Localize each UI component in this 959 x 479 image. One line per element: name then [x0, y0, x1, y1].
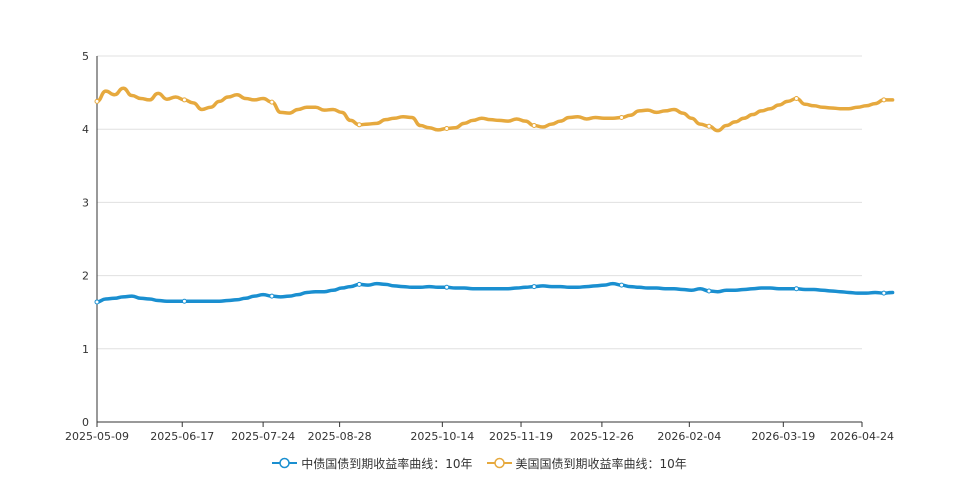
y-tick-labels: 0 1 2 3 4 5	[82, 50, 89, 429]
data-point[interactable]	[356, 122, 362, 128]
series-cn-10y	[94, 281, 895, 305]
data-point[interactable]	[793, 95, 799, 101]
x-tick-label: 2025-06-17	[150, 430, 214, 443]
legend-line-circle-icon	[486, 457, 512, 469]
data-point[interactable]	[881, 97, 887, 103]
data-point[interactable]	[619, 114, 625, 120]
y-tick-label: 2	[82, 270, 89, 283]
y-tick-label: 0	[82, 416, 89, 429]
data-point[interactable]	[94, 98, 100, 104]
data-point[interactable]	[94, 299, 100, 305]
data-point[interactable]	[444, 125, 450, 131]
data-point[interactable]	[444, 284, 450, 290]
y-tick-label: 1	[82, 343, 89, 356]
data-point[interactable]	[181, 97, 187, 103]
data-point[interactable]	[531, 284, 537, 290]
data-point[interactable]	[269, 293, 275, 299]
legend-item-us-10y[interactable]: 美国国债到期收益率曲线：10年	[486, 455, 687, 472]
y-tick-label: 3	[82, 196, 89, 209]
x-tick-label: 2026-04-24	[830, 430, 894, 443]
x-tick-label: 2026-03-19	[751, 430, 815, 443]
x-tick-label: 2025-11-19	[489, 430, 553, 443]
axes	[96, 56, 862, 423]
data-point[interactable]	[269, 99, 275, 105]
x-tick-label: 2025-08-28	[308, 430, 372, 443]
x-tick-label: 2025-12-26	[570, 430, 634, 443]
legend-item-cn-10y[interactable]: 中债国债到期收益率曲线：10年	[272, 455, 473, 472]
legend-label-cn-10y: 中债国债到期收益率曲线：10年	[301, 456, 473, 471]
x-tick-label: 2026-02-04	[657, 430, 721, 443]
y-tick-label: 4	[82, 123, 89, 136]
legend-line-circle-icon	[272, 457, 298, 469]
grid-lines	[97, 55, 862, 350]
series-us-10y	[94, 86, 895, 133]
data-point[interactable]	[881, 290, 887, 296]
x-tick-label: 2025-07-24	[231, 430, 295, 443]
data-point[interactable]	[706, 123, 712, 129]
data-point[interactable]	[531, 123, 537, 129]
data-point[interactable]	[619, 282, 625, 288]
series-layer	[94, 86, 895, 305]
data-point[interactable]	[356, 281, 362, 287]
x-tick-label: 2025-10-14	[410, 430, 474, 443]
y-tick-label: 5	[82, 50, 89, 63]
data-point[interactable]	[181, 298, 187, 304]
x-tick-labels: 2025-05-09 2025-06-17 2025-07-24 2025-08-28…	[65, 422, 894, 443]
series-line[interactable]	[95, 86, 895, 133]
data-point[interactable]	[706, 288, 712, 294]
legend-label-us-10y: 美国国债到期收益率曲线：10年	[515, 456, 687, 471]
legend: 中债国债到期收益率曲线：10年 美国国债到期收益率曲线：10年	[0, 453, 959, 473]
data-point[interactable]	[793, 286, 799, 292]
series-line[interactable]	[95, 281, 895, 304]
x-tick-label: 2025-05-09	[65, 430, 129, 443]
